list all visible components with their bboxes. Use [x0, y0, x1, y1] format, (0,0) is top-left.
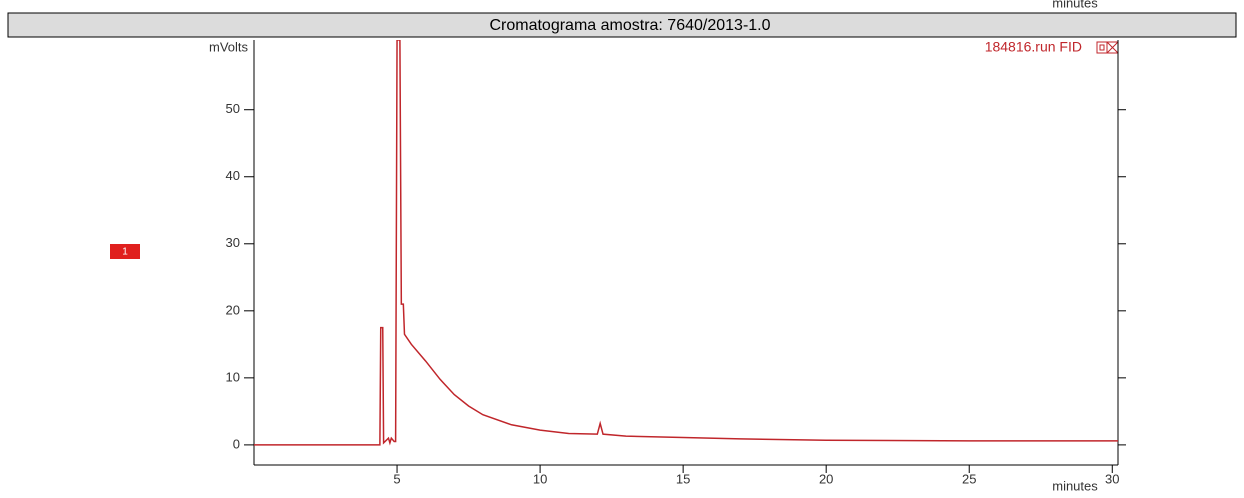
title-bar	[7, 12, 1237, 38]
window-icon[interactable]	[1096, 41, 1108, 54]
peak-marker: 1	[122, 247, 128, 258]
x-tick-label: 15	[676, 471, 690, 486]
cropped-axis-label: minutes	[1052, 0, 1098, 10]
peak-marker-box	[110, 244, 140, 259]
annotation: 184816.run FID	[985, 39, 1082, 55]
x-tick-label: 30	[1105, 471, 1119, 486]
y-tick-label: 50	[226, 101, 240, 116]
x-tick-label: 25	[962, 471, 976, 486]
y-tick-label: 20	[226, 302, 240, 317]
x-tick-label: 5	[393, 471, 400, 486]
y-tick-label: 40	[226, 168, 240, 183]
x-axis-label: minutes	[1052, 478, 1098, 493]
x-tick-label: 10	[533, 471, 547, 486]
x-tick-label: 20	[819, 471, 833, 486]
y-tick-label: 0	[233, 436, 240, 451]
trace	[254, 40, 1118, 446]
close-icon-x	[1106, 41, 1119, 54]
y-tick-label: 30	[226, 235, 240, 250]
y-tick-label: 10	[226, 369, 240, 384]
chart-title: Cromatograma amostra: 7640/2013-1.0	[489, 17, 770, 34]
window-icon-inner	[1099, 44, 1105, 51]
y-axis-label: mVolts	[209, 39, 249, 54]
